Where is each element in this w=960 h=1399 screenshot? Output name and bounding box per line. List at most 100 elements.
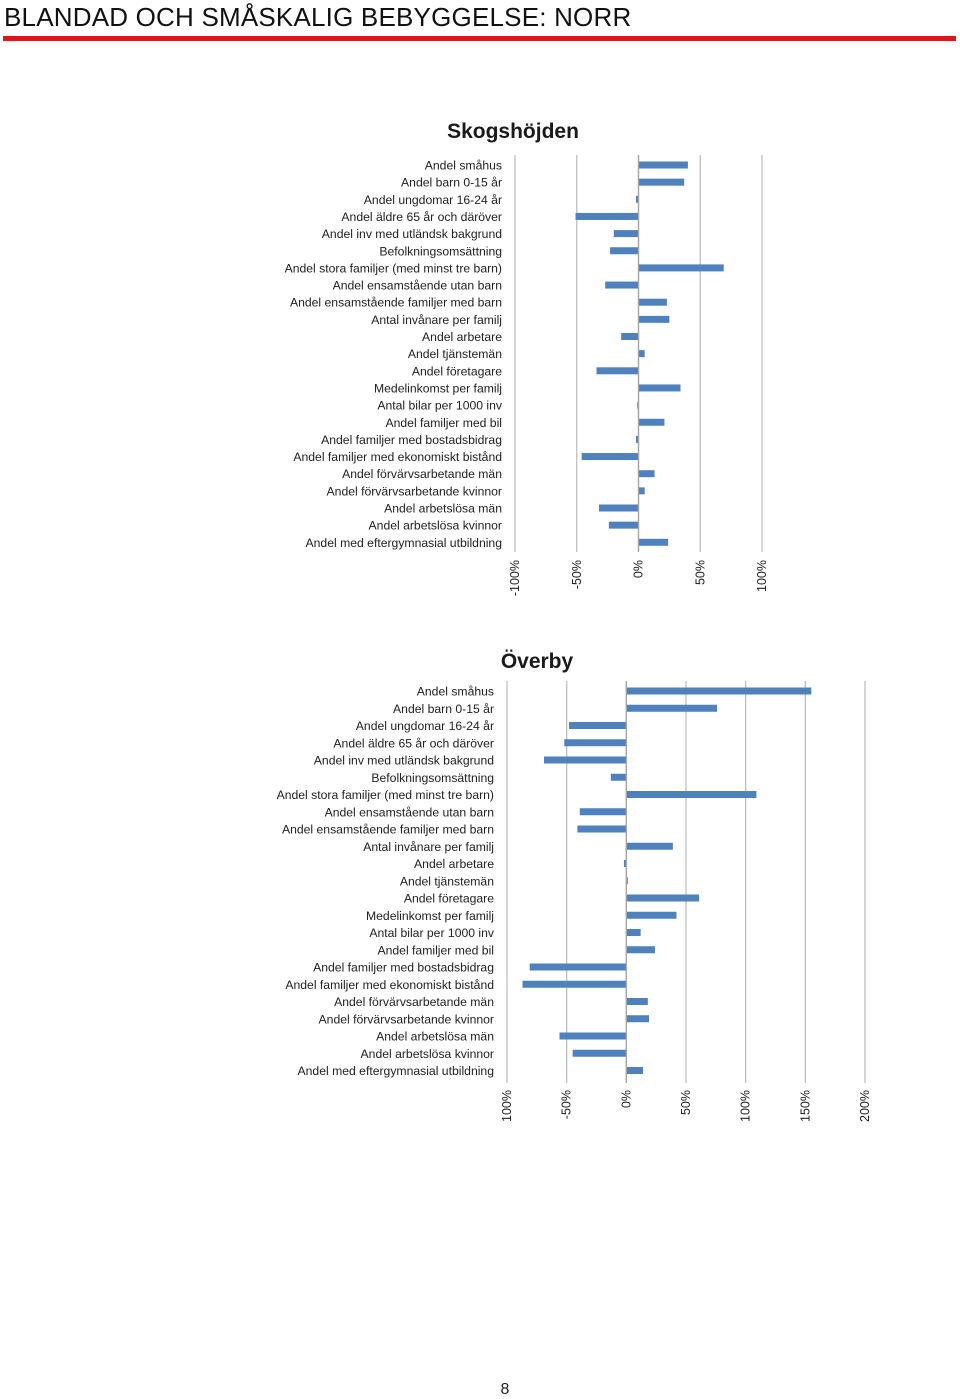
category-label: Andel arbetslösa män [384, 502, 502, 516]
bar [579, 808, 627, 816]
category-label: Andel familjer med bil [385, 416, 502, 430]
chart-overby: Överby Andel småhus Andel barn 0-15 år Ande… [277, 650, 872, 1122]
category-label: Andel familjer med bostadsbidrag [313, 961, 494, 975]
category-label: Andel ungdomar 16-24 år [356, 719, 494, 733]
chart-skogshojden: Skogshöjden Andel småhus Andel barn 0-15 å… [285, 120, 769, 596]
bar [636, 195, 639, 203]
bar [638, 264, 724, 272]
category-label: Andel förvärvsarbetande män [334, 995, 494, 1009]
category-label: Medelinkomst per familj [374, 381, 502, 395]
bar [559, 1032, 627, 1040]
bar [623, 860, 627, 867]
category-label: Andel ensamstående utan barn [333, 279, 502, 293]
bar [638, 161, 688, 169]
category-label: Andel stora familjer (med minst tre barn… [277, 788, 494, 802]
bar [638, 350, 645, 358]
category-label: Andel företagare [404, 892, 494, 906]
category-label: Andel arbetare [414, 857, 494, 871]
bar [543, 756, 627, 764]
bar [605, 281, 639, 289]
tick-label: -50% [570, 560, 584, 589]
bar [626, 877, 628, 885]
category-label: Andel tjänstemän [408, 347, 502, 361]
bar [610, 247, 639, 255]
category-label: Antal bilar per 1000 inv [377, 399, 503, 413]
category-label: Antal bilar per 1000 inv [369, 926, 495, 940]
bar [626, 687, 812, 695]
page-header-title: BLANDAD OCH SMÅSKALIG BEBYGGELSE: NORR [4, 2, 632, 32]
tick-label: -50% [560, 1090, 574, 1119]
category-label: Andel ensamstående familjer med barn [282, 823, 494, 837]
tick-label: 50% [679, 1090, 693, 1115]
bar [638, 487, 645, 495]
category-label: Andel familjer med bil [377, 943, 494, 957]
header-red-rule [3, 36, 956, 41]
category-label: Andel med eftergymnasial utbildning [298, 1064, 494, 1078]
category-label: Andel ungdomar 16-24 år [364, 193, 502, 207]
bar [610, 773, 627, 781]
category-label: Andel tjänstemän [400, 874, 494, 888]
bar [626, 842, 673, 850]
chart-title: Skogshöjden [447, 120, 579, 143]
bar [608, 521, 639, 529]
category-label: Andel äldre 65 år och däröver [341, 210, 502, 224]
bar [638, 178, 685, 186]
bar [569, 722, 627, 729]
category-label: Medelinkomst per familj [366, 909, 494, 923]
chart-title: Överby [501, 650, 574, 673]
bar [581, 453, 639, 461]
category-label: Andel familjer med ekonomiskt bistånd [293, 450, 502, 464]
bar [598, 504, 639, 512]
bar [638, 298, 667, 306]
category-label: Andel inv med utländsk bakgrund [314, 754, 494, 768]
category-label: Andel företagare [412, 364, 502, 378]
bar [638, 418, 665, 426]
category-label: Antal invånare per familj [371, 313, 502, 327]
bar [564, 739, 627, 747]
category-label: Andel arbetslösa män [376, 1030, 494, 1044]
tick-label: 100% [500, 1090, 514, 1122]
bar [626, 946, 655, 954]
bar [626, 791, 757, 798]
category-label: Andel småhus [425, 159, 502, 173]
category-label: Andel småhus [417, 685, 494, 699]
bar [626, 929, 641, 936]
bar [621, 333, 639, 340]
category-label: Andel familjer med ekonomiskt bistånd [285, 978, 494, 992]
category-label: Befolkningsomsättning [371, 771, 494, 785]
category-label: Andel förvärvsarbetande kvinnor [327, 484, 502, 498]
category-label: Andel förvärvsarbetande män [342, 467, 502, 481]
category-label: Andel familjer med bostadsbidrag [321, 433, 502, 447]
category-label: Andel äldre 65 år och däröver [333, 736, 494, 750]
tick-label: -100% [508, 560, 522, 596]
bar [626, 1067, 644, 1074]
bar [522, 980, 627, 988]
category-label: Andel barn 0-15 år [393, 702, 494, 716]
tick-label: 50% [693, 560, 707, 585]
bar [636, 435, 639, 443]
tick-label: 100% [739, 1090, 753, 1122]
bar [626, 894, 700, 902]
tick-label: 0% [619, 1090, 633, 1108]
category-label: Andel ensamstående utan barn [325, 805, 494, 819]
bar [638, 315, 670, 323]
bar [638, 538, 669, 546]
page-number: 8 [500, 1381, 510, 1398]
bar [626, 704, 718, 712]
category-label: Andel barn 0-15 år [401, 176, 502, 190]
bar [529, 963, 627, 971]
category-label: Andel stora familjer (med minst tre barn… [285, 261, 502, 275]
bar [575, 212, 639, 220]
bar [638, 470, 655, 478]
category-label: Andel arbetare [422, 330, 502, 344]
category-label: Andel med eftergymnasial utbildning [306, 536, 502, 550]
tick-label: 0% [632, 560, 646, 578]
bar [638, 384, 681, 392]
bar [626, 1015, 650, 1023]
bar [577, 825, 627, 833]
category-label: Andel arbetslösa kvinnor [361, 1047, 494, 1061]
bar [613, 230, 639, 238]
bar [596, 367, 639, 375]
tick-label: 100% [755, 560, 769, 592]
category-label: Andel ensamstående familjer med barn [290, 296, 502, 310]
